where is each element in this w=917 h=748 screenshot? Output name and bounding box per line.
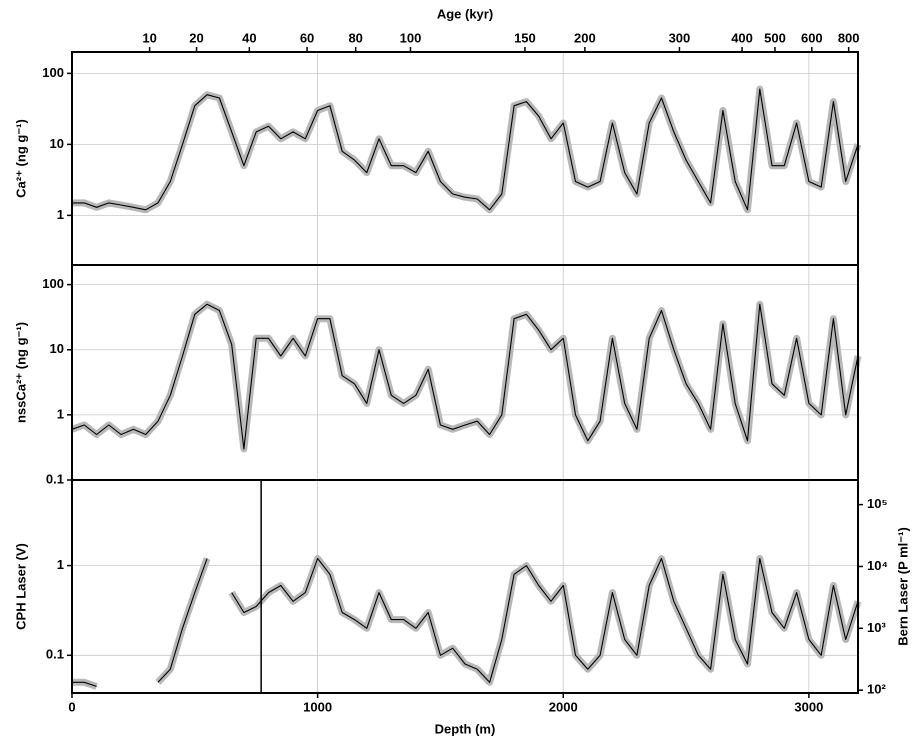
y-axis-label: Ca²⁺ (ng g⁻¹) [13, 119, 28, 198]
data-band [72, 555, 862, 690]
x-axis-label: Depth (m) [435, 721, 496, 736]
x-tick-label: 3000 [794, 699, 823, 714]
x2-axis-label: Age (kyr) [437, 6, 493, 21]
y2-axis-label: Bern Laser (P ml⁻¹) [895, 527, 910, 646]
x2-tick-label: 400 [731, 30, 753, 45]
x2-tick-label: 80 [348, 30, 362, 45]
x2-tick-label: 40 [242, 30, 256, 45]
x2-tick-label: 300 [669, 30, 691, 45]
data-band [70, 300, 862, 453]
y2-tick-label: 10⁴ [867, 558, 888, 573]
x-tick-label: 1000 [303, 699, 332, 714]
x2-tick-label: 100 [400, 30, 422, 45]
y-tick-label: 100 [42, 65, 64, 80]
panel-frame [71, 479, 859, 694]
data-line [71, 303, 859, 450]
x2-tick-label: 20 [189, 30, 203, 45]
y2-tick-label: 10² [867, 682, 886, 697]
y-axis-label: nssCa²⁺ (ng g⁻¹) [13, 322, 28, 423]
y-axis-label: CPH Laser (V) [13, 543, 28, 630]
x2-tick-label: 600 [801, 30, 823, 45]
panel-frame [71, 51, 859, 266]
panel-frame [71, 264, 859, 481]
y2-tick-label: 10⁵ [867, 496, 888, 511]
x2-tick-label: 60 [300, 30, 314, 45]
y-tick-label: 0.1 [46, 471, 64, 486]
x2-tick-label: 200 [574, 30, 596, 45]
x2-tick-label: 500 [764, 30, 786, 45]
x2-tick-label: 10 [142, 30, 156, 45]
y2-tick-label: 10³ [867, 620, 886, 635]
x2-tick-label: 800 [838, 30, 860, 45]
data-line [72, 88, 859, 211]
y-tick-label: 0.1 [46, 647, 64, 662]
x-tick-label: 0 [68, 699, 75, 714]
y-tick-label: 1 [57, 406, 64, 421]
y-tick-label: 10 [50, 136, 64, 151]
y-tick-label: 1 [57, 557, 64, 572]
x2-tick-label: 150 [514, 30, 536, 45]
x-tick-label: 2000 [549, 699, 578, 714]
y-tick-label: 1 [57, 207, 64, 222]
y-tick-label: 100 [42, 276, 64, 291]
y-tick-label: 10 [50, 341, 64, 356]
data-line [72, 557, 859, 687]
